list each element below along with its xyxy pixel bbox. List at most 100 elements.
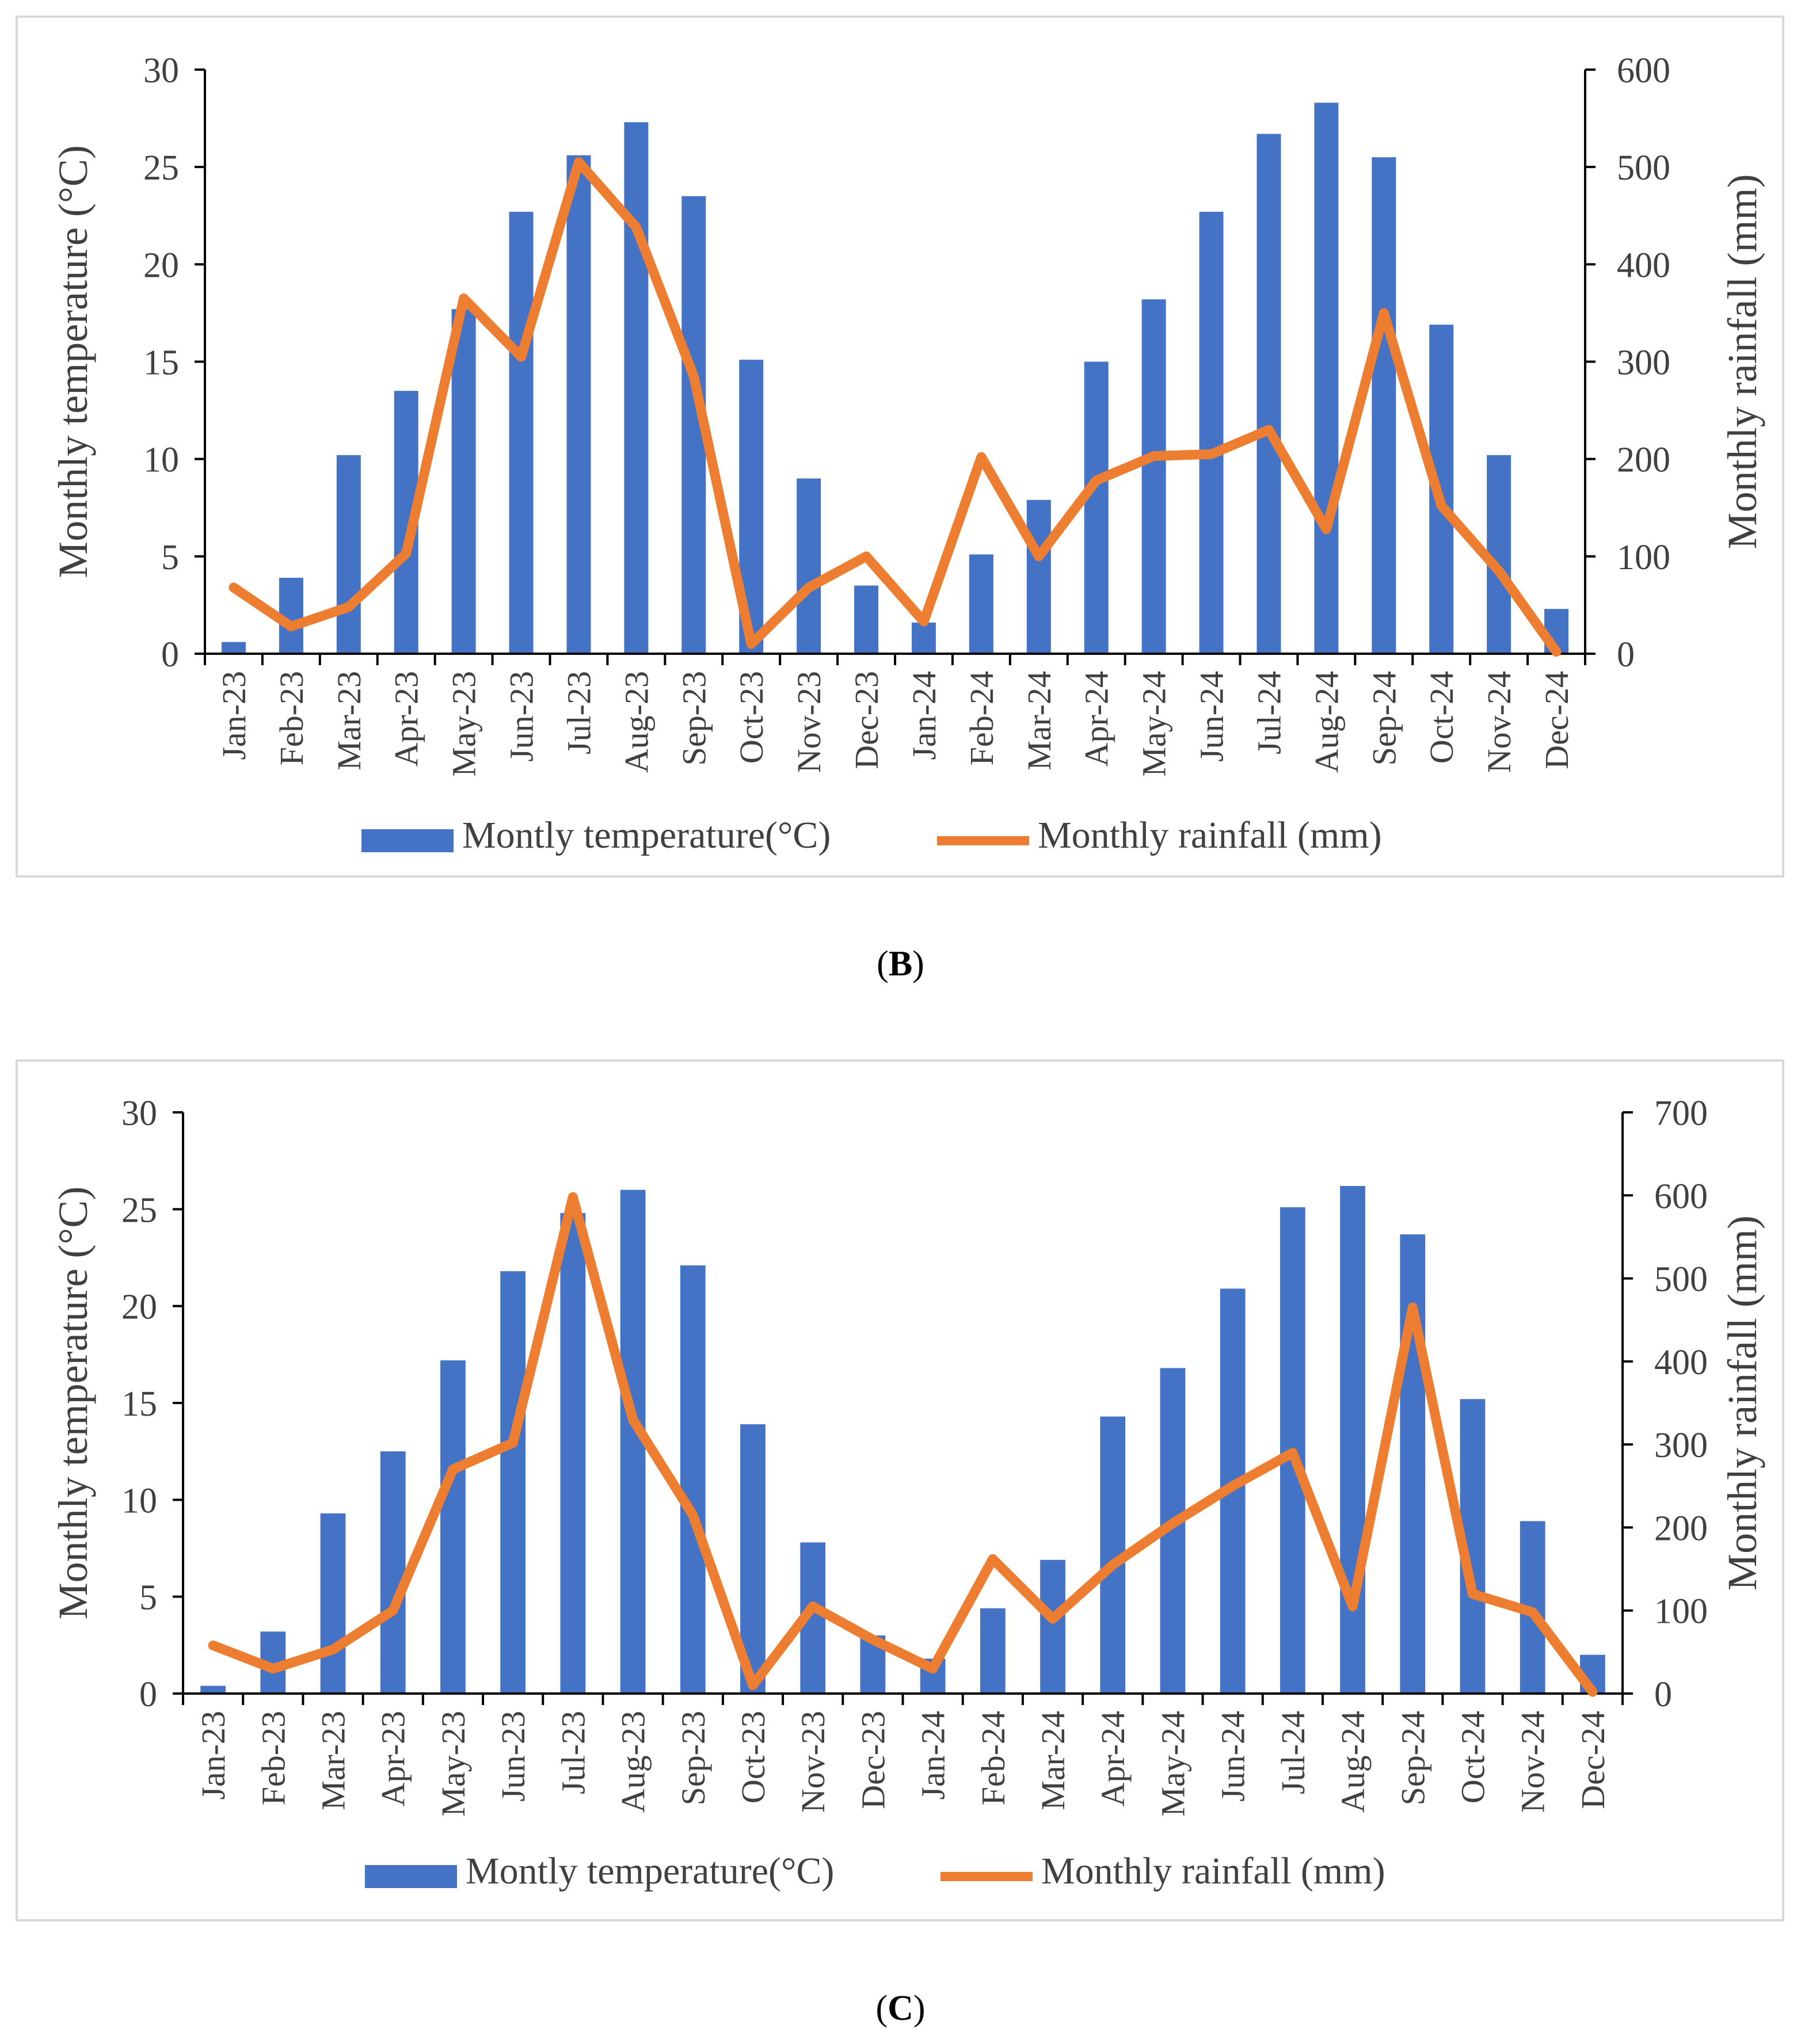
panel-c-x-tick-label: Nov-24 [1514,1711,1552,1813]
panel-c-right-tick-label: 100 [1654,1592,1708,1631]
panel-b-left-tick-label: 5 [161,538,179,577]
caption-c: (C) [875,1989,926,2028]
panel-b-temperature-bar-jan-23 [221,642,246,654]
panel-b-x-tick-label: Mar-23 [330,671,368,771]
panel-c-x-tick-label: Feb-23 [254,1711,292,1805]
panel-b-x-tick-label: Sep-23 [675,671,713,765]
panel-c-x-tick-label: Sep-24 [1394,1711,1431,1805]
panel-b-right-tick-label: 400 [1617,246,1670,285]
panel-c-right-tick-label: 600 [1654,1177,1708,1216]
panel-b-x-tick-label: Jun-23 [503,671,540,762]
panel-c-x-tick-label: Jul-24 [1274,1711,1312,1794]
panel-b-x-tick-label: Dec-24 [1538,671,1575,769]
panel-c-x-tick-label: Aug-23 [615,1711,652,1813]
panel-b-rainfall-line [229,157,1562,657]
panel-b-right-tick-label: 500 [1617,148,1670,188]
panel-c-temperature-bar-jan-23 [200,1685,226,1694]
panel-c-temperature-bar-may-23 [440,1360,466,1694]
caption-b-letter: B [888,944,913,983]
caption-b: (B) [877,944,924,983]
panel-c-right-axis-title: Monthly rainfall (mm) [1719,1215,1765,1591]
panel-b-right-axis-title: Monthly rainfall (mm) [1719,174,1765,550]
panel-c-left-tick-label: 25 [121,1191,157,1230]
panel-c-right-tick-label: 700 [1654,1094,1708,1133]
panel-b-right-tick-label: 200 [1617,441,1670,480]
panel-b-temperature-bar-aug-23 [624,122,649,654]
panel-c-x-tick-label: Nov-23 [794,1711,832,1813]
panel-b-x-tick-label: Aug-23 [618,671,655,773]
panel-b-temperature-bar-may-24 [1141,299,1166,654]
panel-c-temperature-bar-mar-23 [320,1513,346,1694]
panel-b-left-tick-label: 25 [143,148,179,188]
panel-c-legend-rainfall-label: Monthly rainfall (mm) [1041,1850,1385,1892]
panel-b-temperature-bar-jun-24 [1199,211,1224,654]
panel-b-temperature-bar-nov-23 [797,478,821,654]
caption-c-letter: C [888,1989,913,2028]
panel-b-temperature-bar-jul-24 [1256,134,1281,654]
panel-b-x-tick-label: Feb-23 [273,671,310,765]
panel-c-right-tick-label: 400 [1654,1343,1708,1382]
panel-b-temperature-bar-aug-24 [1314,102,1339,654]
panel-b-right-tick-label: 0 [1617,635,1635,674]
panel-b-temperature-bar-mar-23 [336,455,361,654]
panel-b-temperature-bar-may-23 [451,309,476,654]
panel-b-legend-temperature-label: Montly temperature(°C) [462,814,831,856]
panel-c-x-tick-label: Dec-24 [1574,1711,1612,1809]
panel-c-rainfall-line [208,1192,1598,1697]
panel-b-left-tick-label: 10 [143,441,179,480]
panel-b-x-tick-label: Nov-24 [1480,671,1518,773]
panel-c-right-tick-label: 200 [1654,1509,1708,1548]
panel-c-temperature-bar-apr-23 [380,1451,406,1694]
panel-b-x-tick-label: May-24 [1136,671,1173,777]
panel-b-x-tick-label: Mar-24 [1021,671,1058,771]
chart-panel-b: 0 5 10 15 20 25 30 0 100 200 300 400 500 600 Jan-23 Feb… [16,16,1784,878]
panel-b-x-tick-label: Jan-24 [905,671,943,760]
panel-c-legend-temperature-label: Montly temperature(°C) [466,1850,834,1892]
panel-b-x-tick-label: May-23 [446,671,483,777]
panel-b-temperature-bar-jul-23 [566,155,591,654]
panel-c-left-tick-label: 0 [139,1675,157,1714]
panel-b-temperature-bar-jan-24 [911,622,936,654]
panel-c-left-tick-label: 15 [121,1385,157,1424]
panel-c-left-axis-title: Monthly temperature (°C) [50,1187,96,1620]
panel-b-left-tick-label: 20 [143,246,179,285]
panel-c-x-tick-label: Oct-23 [734,1711,772,1803]
panel-b-x-tick-label: Apr-23 [388,671,425,766]
panel-c-right-tick-label: 500 [1654,1260,1708,1299]
panel-c-x-tick-label: Oct-24 [1454,1711,1491,1803]
panel-c-x-tick-label: Jan-24 [915,1711,952,1800]
panel-c-x-tick-label: Jun-23 [494,1711,532,1802]
panel-b-right-tick-label: 300 [1617,344,1670,383]
panel-b-temperature-bar-nov-24 [1487,455,1511,654]
panel-b-right-tick-label: 600 [1617,51,1670,90]
panel-c-temperature-bar-sep-23 [680,1265,706,1694]
panel-b-legend-temperature-swatch [361,829,454,852]
panel-b-left-tick-label: 30 [143,51,179,90]
panel-c-temperature-bar-jul-23 [560,1213,586,1694]
panel-c-left-tick-label: 5 [139,1578,157,1618]
panel-b-x-tick-label: Jun-24 [1193,671,1231,762]
panel-b-temperature-bar-feb-24 [969,554,993,654]
panel-b-temperature-bar-sep-24 [1372,157,1396,654]
panel-c-right-tick-label: 0 [1654,1675,1672,1714]
panel-c-temperature-bar-jun-23 [500,1271,526,1694]
panel-c-x-tick-label: Sep-23 [675,1711,712,1805]
panel-b-x-tick-label: Aug-24 [1308,671,1345,773]
panel-b-temperature-bar-mar-24 [1026,499,1051,654]
panel-c-x-tick-label: Jan-23 [195,1711,232,1800]
panel-b-left-axis-title: Monthly temperature (°C) [50,145,96,578]
panel-c-x-tick-label: Mar-23 [315,1711,352,1810]
panel-c-x-tick-label: Mar-24 [1034,1711,1072,1810]
panel-b-x-tick-label: Jul-23 [560,671,597,754]
panel-b-temperature-bar-dec-23 [854,585,879,654]
chart-c: 0510152025300100200300400500600700Jan-23… [50,1094,1765,1892]
panel-c-x-tick-label: Apr-24 [1094,1711,1132,1806]
panel-b-x-tick-label: Nov-23 [790,671,828,773]
panel-b-x-tick-label: Apr-24 [1078,671,1115,766]
panel-c-temperature-bar-feb-24 [980,1608,1006,1694]
panel-b-x-tick-label: Oct-23 [733,671,770,764]
panel-b-x-tick-label: Feb-24 [963,671,1000,765]
panel-b-x-tick-label: Sep-24 [1365,671,1403,765]
panel-c-right-tick-label: 300 [1654,1426,1708,1465]
